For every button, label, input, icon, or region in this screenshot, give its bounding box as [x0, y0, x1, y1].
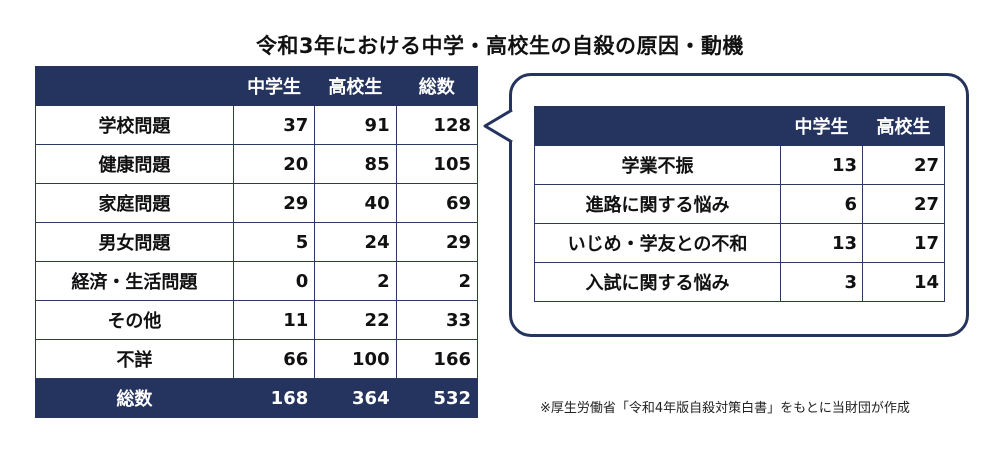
- row-label: 経済・生活問題: [35, 261, 234, 301]
- main-header-high-school: 高校生: [314, 66, 397, 106]
- table-row: 健康問題 20 85 105: [35, 144, 479, 184]
- cell-high-school: 2: [314, 261, 397, 301]
- main-table-header-row: 中学生 高校生 総数: [35, 66, 479, 106]
- school-problem-breakdown-table: 中学生 高校生 学業不振 13 27 進路に関する悩み 6 27 いじめ・学友と…: [534, 106, 945, 302]
- total-high-school: 364: [314, 378, 397, 418]
- sub-header-junior-high: 中学生: [780, 106, 863, 146]
- row-label: 男女問題: [35, 222, 234, 262]
- sub-table-header-row: 中学生 高校生: [534, 106, 945, 146]
- table-row: 不詳 66 100 166: [35, 339, 479, 379]
- cell-total: 69: [395, 183, 479, 223]
- main-header-total: 総数: [395, 66, 479, 106]
- cell-high-school: 17: [862, 223, 945, 263]
- cell-high-school: 22: [314, 300, 397, 340]
- cell-junior-high: 3: [780, 262, 863, 302]
- table-row: 入試に関する悩み 3 14: [534, 262, 945, 302]
- cell-junior-high: 20: [232, 144, 316, 184]
- row-label: 家庭問題: [35, 183, 234, 223]
- table-row: その他 11 22 33: [35, 300, 479, 340]
- sub-header-empty: [534, 106, 781, 146]
- cell-high-school: 27: [862, 184, 945, 224]
- table-row: 男女問題 5 24 29: [35, 222, 479, 262]
- row-label: 学業不振: [534, 145, 781, 185]
- main-header-junior-high: 中学生: [232, 66, 316, 106]
- table-row: 学校問題 37 91 128: [35, 105, 479, 145]
- total-label: 総数: [35, 378, 234, 418]
- row-label: その他: [35, 300, 234, 340]
- cell-high-school: 27: [862, 145, 945, 185]
- table-row: 家庭問題 29 40 69: [35, 183, 479, 223]
- cell-high-school: 40: [314, 183, 397, 223]
- cell-high-school: 14: [862, 262, 945, 302]
- cell-junior-high: 29: [232, 183, 316, 223]
- row-label: いじめ・学友との不和: [534, 223, 781, 263]
- cell-high-school: 85: [314, 144, 397, 184]
- table-row: いじめ・学友との不和 13 17: [534, 223, 945, 263]
- table-row: 経済・生活問題 0 2 2: [35, 261, 479, 301]
- main-table: 中学生 高校生 総数 学校問題 37 91 128 健康問題 20 85 105…: [35, 66, 479, 418]
- total-junior-high: 168: [232, 378, 316, 418]
- cell-junior-high: 5: [232, 222, 316, 262]
- row-label: 進路に関する悩み: [534, 184, 781, 224]
- row-label: 学校問題: [35, 105, 234, 145]
- row-label: 不詳: [35, 339, 234, 379]
- cell-high-school: 100: [314, 339, 397, 379]
- cell-total: 29: [395, 222, 479, 262]
- table-row: 進路に関する悩み 6 27: [534, 184, 945, 224]
- cell-junior-high: 6: [780, 184, 863, 224]
- cell-total: 128: [395, 105, 479, 145]
- row-label: 健康問題: [35, 144, 234, 184]
- cell-junior-high: 0: [232, 261, 316, 301]
- cell-junior-high: 13: [780, 145, 863, 185]
- total-row: 総数 168 364 532: [35, 378, 479, 418]
- cell-junior-high: 11: [232, 300, 316, 340]
- main-header-empty: [35, 66, 234, 106]
- table-row: 学業不振 13 27: [534, 145, 945, 185]
- cell-total: 33: [395, 300, 479, 340]
- cell-total: 105: [395, 144, 479, 184]
- page-title: 令和3年における中学・高校生の自殺の原因・動機: [255, 34, 745, 58]
- cell-high-school: 24: [314, 222, 397, 262]
- cell-total: 2: [395, 261, 479, 301]
- cell-junior-high: 37: [232, 105, 316, 145]
- callout-pointer: [483, 108, 513, 144]
- cell-total: 166: [395, 339, 479, 379]
- cell-junior-high: 13: [780, 223, 863, 263]
- cell-junior-high: 66: [232, 339, 316, 379]
- source-note: ※厚生労働省「令和4年版自殺対策白書」をもとに当財団が作成: [540, 401, 910, 416]
- sub-header-high-school: 高校生: [862, 106, 945, 146]
- row-label: 入試に関する悩み: [534, 262, 781, 302]
- total-all: 532: [395, 378, 479, 418]
- cell-high-school: 91: [314, 105, 397, 145]
